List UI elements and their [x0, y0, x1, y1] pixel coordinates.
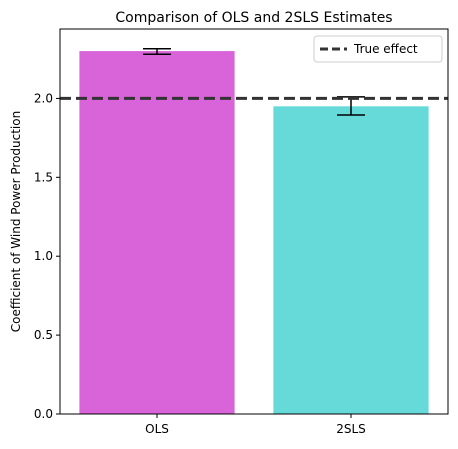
- y-tick-label: 0.5: [34, 328, 53, 342]
- y-axis-ticks: 0.0 0.5 1.0 1.5 2.0: [34, 91, 60, 421]
- plot-frame: [59, 28, 449, 415]
- bar-2sls: [273, 106, 429, 414]
- chart-title: Comparison of OLS and 2SLS Estimates: [115, 10, 392, 26]
- error-bars-layer: [143, 47, 365, 116]
- y-tick-label: 0.0: [34, 407, 53, 421]
- legend: True effect: [313, 35, 443, 63]
- y-axis-title: Coefficient of Wind Power Production: [9, 111, 23, 332]
- y-tick-label: 1.5: [34, 170, 53, 184]
- bar-ols: [79, 51, 235, 415]
- legend-box: [313, 35, 443, 63]
- x-tick-label: OLS: [145, 422, 169, 436]
- y-tick-label: 1.0: [34, 249, 53, 263]
- x-axis-ticks: OLS 2SLS: [145, 414, 366, 436]
- legend-label-true-effect: True effect: [353, 42, 418, 56]
- y-tick-label: 2.0: [34, 91, 53, 105]
- x-tick-label: 2SLS: [336, 422, 366, 436]
- bars-layer: [79, 51, 429, 415]
